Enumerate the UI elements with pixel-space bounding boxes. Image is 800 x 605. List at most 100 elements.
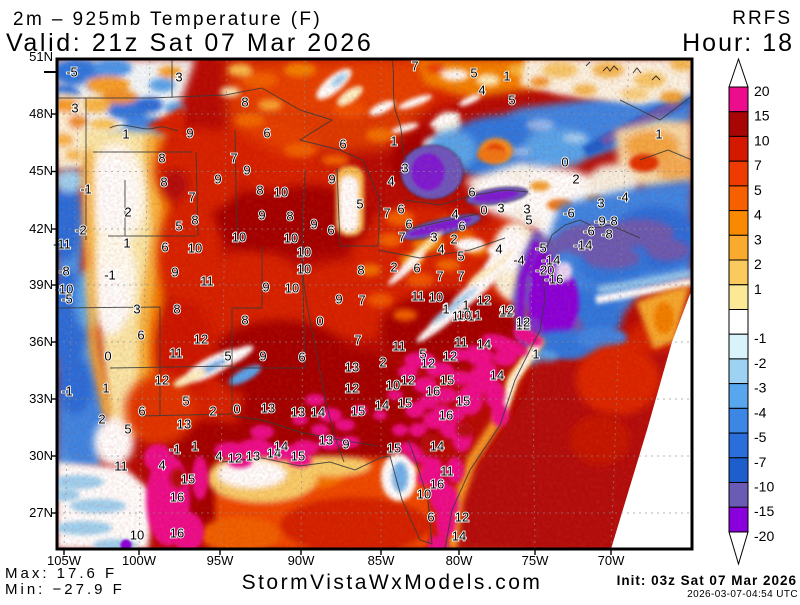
svg-text:8: 8 xyxy=(191,213,198,228)
svg-text:10: 10 xyxy=(297,262,311,277)
svg-text:4: 4 xyxy=(495,242,502,257)
svg-text:2: 2 xyxy=(98,412,105,427)
svg-text:12: 12 xyxy=(228,451,242,466)
svg-text:4: 4 xyxy=(387,174,394,189)
svg-text:3: 3 xyxy=(133,302,140,317)
svg-text:45N: 45N xyxy=(29,163,53,178)
svg-text:4: 4 xyxy=(437,242,444,257)
svg-text:12: 12 xyxy=(443,349,457,364)
svg-text:1: 1 xyxy=(467,309,474,324)
svg-text:16: 16 xyxy=(426,384,440,399)
svg-text:15: 15 xyxy=(398,396,412,411)
svg-text:8: 8 xyxy=(160,175,167,190)
svg-text:10: 10 xyxy=(274,185,288,200)
svg-text:6: 6 xyxy=(137,328,144,343)
svg-text:5: 5 xyxy=(356,197,363,212)
svg-text:0: 0 xyxy=(233,402,240,417)
svg-text:StormVistaWxModels.com: StormVistaWxModels.com xyxy=(242,571,543,594)
svg-text:11: 11 xyxy=(114,459,128,474)
svg-text:12: 12 xyxy=(500,303,514,318)
svg-text:-15: -15 xyxy=(754,503,774,519)
svg-text:Valid: 21z Sat 07 Mar 2026: Valid: 21z Sat 07 Mar 2026 xyxy=(6,29,373,57)
svg-text:6: 6 xyxy=(427,510,434,525)
svg-text:1: 1 xyxy=(655,127,662,142)
svg-text:12: 12 xyxy=(477,293,491,308)
svg-text:5: 5 xyxy=(457,249,464,264)
svg-text:13: 13 xyxy=(177,417,191,432)
svg-text:1: 1 xyxy=(532,347,539,362)
svg-text:42N: 42N xyxy=(29,221,53,236)
svg-text:6: 6 xyxy=(298,350,305,365)
svg-text:12: 12 xyxy=(421,356,435,371)
svg-text:14: 14 xyxy=(311,405,325,420)
svg-text:11: 11 xyxy=(169,346,183,361)
svg-text:16: 16 xyxy=(439,408,453,423)
svg-text:-5: -5 xyxy=(535,241,547,256)
svg-text:12: 12 xyxy=(194,332,208,347)
svg-text:-5: -5 xyxy=(66,65,78,80)
svg-text:12: 12 xyxy=(455,510,469,525)
svg-text:11: 11 xyxy=(440,464,454,479)
svg-text:-9: -9 xyxy=(594,214,606,229)
svg-text:14: 14 xyxy=(267,446,281,461)
svg-text:2: 2 xyxy=(450,232,457,247)
svg-text:12: 12 xyxy=(516,315,530,330)
svg-text:10: 10 xyxy=(188,241,202,256)
svg-text:7: 7 xyxy=(354,333,361,348)
svg-text:3: 3 xyxy=(597,196,604,211)
svg-text:2: 2 xyxy=(124,205,131,220)
svg-text:1: 1 xyxy=(442,302,449,317)
svg-text:11: 11 xyxy=(454,335,468,350)
svg-text:5: 5 xyxy=(508,93,515,108)
svg-text:1: 1 xyxy=(390,134,397,149)
svg-text:-3: -3 xyxy=(754,380,767,396)
svg-text:10: 10 xyxy=(452,309,466,324)
svg-text:-20: -20 xyxy=(754,528,774,544)
svg-text:-1: -1 xyxy=(61,384,73,399)
svg-text:15: 15 xyxy=(440,373,454,388)
svg-text:-10: -10 xyxy=(55,282,74,297)
svg-text:14: 14 xyxy=(452,529,466,544)
svg-text:3: 3 xyxy=(175,70,182,85)
svg-text:13: 13 xyxy=(261,401,275,416)
svg-text:13: 13 xyxy=(319,433,333,448)
svg-text:Init: 03z Sat 07 Mar 2026: Init: 03z Sat 07 Mar 2026 xyxy=(617,573,797,588)
svg-text:9: 9 xyxy=(258,208,265,223)
svg-text:15: 15 xyxy=(181,472,195,487)
svg-text:-1: -1 xyxy=(754,330,767,346)
svg-text:3: 3 xyxy=(71,101,78,116)
svg-text:11: 11 xyxy=(200,274,214,289)
svg-text:8: 8 xyxy=(158,151,165,166)
svg-text:16: 16 xyxy=(430,477,444,492)
svg-text:15: 15 xyxy=(456,394,470,409)
svg-text:13: 13 xyxy=(246,449,260,464)
svg-text:36N: 36N xyxy=(29,334,53,349)
svg-text:30N: 30N xyxy=(29,448,53,463)
svg-text:9: 9 xyxy=(259,349,266,364)
svg-text:6: 6 xyxy=(458,219,465,234)
svg-text:16: 16 xyxy=(170,490,184,505)
svg-text:5: 5 xyxy=(124,422,131,437)
svg-text:10: 10 xyxy=(297,245,311,260)
svg-text:1: 1 xyxy=(102,381,109,396)
svg-text:2: 2 xyxy=(754,256,762,272)
svg-text:13: 13 xyxy=(345,360,359,375)
svg-text:15: 15 xyxy=(387,441,401,456)
svg-text:1: 1 xyxy=(754,281,762,297)
svg-text:6: 6 xyxy=(405,217,412,232)
svg-text:9: 9 xyxy=(186,126,193,141)
svg-text:5: 5 xyxy=(470,66,477,81)
svg-text:5: 5 xyxy=(525,213,532,228)
svg-text:10: 10 xyxy=(457,308,471,323)
svg-text:9: 9 xyxy=(328,172,335,187)
svg-text:7: 7 xyxy=(188,190,195,205)
svg-text:4: 4 xyxy=(754,207,762,223)
svg-text:8: 8 xyxy=(241,95,248,110)
svg-text:5: 5 xyxy=(224,349,231,364)
svg-text:7: 7 xyxy=(398,230,405,245)
svg-text:13: 13 xyxy=(291,405,305,420)
svg-text:0: 0 xyxy=(561,155,568,170)
svg-text:Max: 17.6 F: Max: 17.6 F xyxy=(5,565,117,582)
svg-text:RRFS: RRFS xyxy=(732,8,792,29)
svg-text:39N: 39N xyxy=(29,277,53,292)
